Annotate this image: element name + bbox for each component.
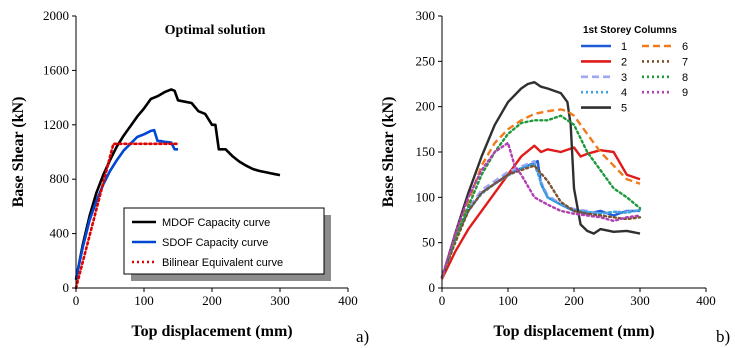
chart-b-y-tick-label: 50 xyxy=(422,235,435,250)
chart-a-y-tick-label: 2000 xyxy=(43,8,69,23)
chart-b-x-tick-label: 100 xyxy=(498,293,518,308)
chart-b-legend-label: 2 xyxy=(621,56,627,68)
chart-b-legend-title: 1st Storey Columns xyxy=(583,25,677,36)
chart-b-legend-label: 5 xyxy=(621,103,627,115)
chart-a-x-tick-label: 0 xyxy=(73,293,80,308)
chart-a-y-tick-label: 1200 xyxy=(43,117,69,132)
chart-a-series-sdof-capacity-curve-line xyxy=(74,128,178,279)
chart-a-y-tick-label: 0 xyxy=(63,280,70,295)
chart-a-series-bilinear-equivalent-curve-line xyxy=(74,142,180,290)
chart-b-x-tick-label: 0 xyxy=(439,293,446,308)
chart-b-y-tick-label: 250 xyxy=(416,53,436,68)
chart-b-first-storey-columns: 0 100 200 300 400 0 50 100 150 200 250 300 Top disp… xyxy=(380,8,730,346)
chart-b-y-tick-label: 300 xyxy=(416,8,436,23)
chart-a-x-axis-label: Top displacement (mm) xyxy=(131,323,292,340)
chart-b-series-2-line xyxy=(440,144,641,280)
chart-b-x-tick-label: 400 xyxy=(696,293,716,308)
chart-b-legend-label: 3 xyxy=(621,72,627,84)
chart-b-legend-label: 7 xyxy=(682,56,688,68)
panel-label-a: a) xyxy=(356,327,369,346)
chart-b-y-axis-label: Base Shear (kN) xyxy=(380,97,397,208)
chart-b-series-8-line xyxy=(440,114,642,279)
chart-b-legend-label: 4 xyxy=(621,87,627,99)
panel-label-b: b) xyxy=(716,327,730,346)
chart-b-x-tick-label: 300 xyxy=(630,293,650,308)
chart-a-x-tick-label: 100 xyxy=(134,293,154,308)
chart-a-legend-label: MDOF Capacity curve xyxy=(162,217,270,229)
chart-a-y-tick-label: 800 xyxy=(50,171,70,186)
chart-a-legend-label: SDOF Capacity curve xyxy=(162,237,268,249)
chart-b-legend-label: 9 xyxy=(682,87,688,99)
chart-b-series-9-line xyxy=(440,141,642,279)
chart-b-legend-label: 1 xyxy=(621,41,627,53)
chart-b-series-7-line xyxy=(440,164,642,279)
chart-a-y-axis-label: Base Shear (kN) xyxy=(10,97,27,208)
chart-b-legend-label: 6 xyxy=(682,41,688,53)
chart-a-y-tick-label: 1600 xyxy=(43,62,69,77)
chart-a-y-tick-label: 400 xyxy=(50,226,70,241)
chart-a-legend-label: Bilinear Equivalent curve xyxy=(162,257,283,269)
chart-a-series-mdof-capacity-curve-line xyxy=(74,88,281,281)
chart-a-title: Optimal solution xyxy=(165,23,266,38)
chart-b-y-tick-label: 0 xyxy=(429,280,436,295)
chart-b-series-6-line xyxy=(440,108,641,280)
chart-a-x-tick-label: 400 xyxy=(338,293,358,308)
chart-b-legend-label: 8 xyxy=(682,72,688,84)
chart-b-y-tick-label: 200 xyxy=(416,99,436,114)
chart-a-capacity-curves: 0 100 200 300 400 0 400 800 1200 1600 2000 Optimal… xyxy=(10,8,369,346)
chart-b-y-tick-label: 100 xyxy=(416,189,436,204)
chart-a-x-tick-label: 300 xyxy=(270,293,290,308)
chart-b-series-5-line xyxy=(440,80,641,280)
chart-b-x-axis-label: Top displacement (mm) xyxy=(493,323,654,340)
chart-a-x-tick-label: 200 xyxy=(202,293,222,308)
chart-b-x-tick-label: 200 xyxy=(564,293,584,308)
chart-a-legend-box xyxy=(123,207,325,275)
chart-b-y-tick-label: 150 xyxy=(416,144,436,159)
